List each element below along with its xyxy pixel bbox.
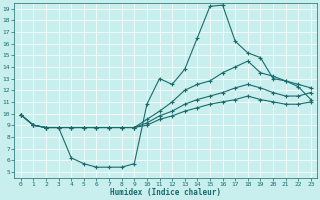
X-axis label: Humidex (Indice chaleur): Humidex (Indice chaleur)	[110, 188, 221, 197]
